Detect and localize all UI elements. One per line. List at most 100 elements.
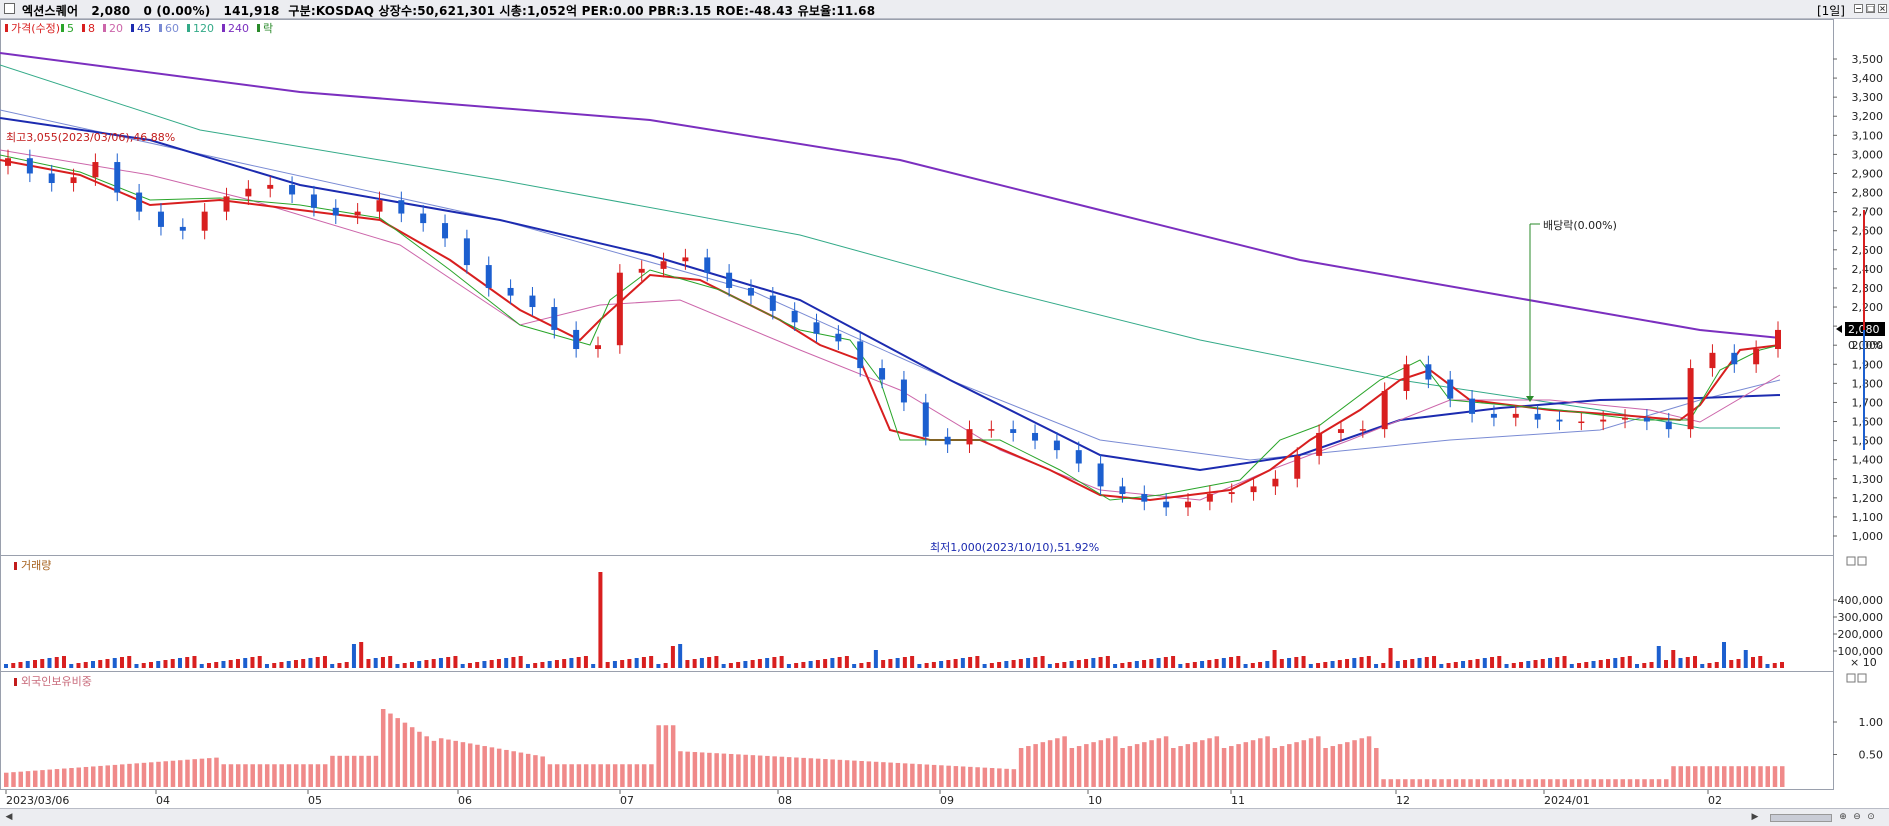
volume-bar [518, 656, 523, 668]
scroll-right-icon[interactable]: ▶ [1751, 812, 1759, 822]
foreign-tick-label: 1.00 [1859, 716, 1884, 729]
foreign-ratio-bar [1780, 766, 1785, 787]
volume-bar [1142, 660, 1147, 668]
close-icon[interactable]: × [1878, 4, 1887, 13]
volume-bar [511, 657, 516, 668]
foreign-ratio-bar [25, 771, 31, 787]
bottom-scrollbar[interactable]: ◀ ▶ ⊕ ⊖ ⊙ [0, 808, 1889, 826]
foreign-ratio-bar [170, 760, 176, 787]
foreign-ratio-bar [206, 758, 212, 787]
candle-body [682, 257, 689, 262]
foreign-ratio-bar [1772, 766, 1778, 787]
volume-bar [1113, 664, 1118, 668]
volume-bar [612, 661, 617, 668]
volume-bar [185, 657, 190, 668]
legend-marker-3 [103, 24, 106, 32]
legend-label-1: 5 [67, 22, 74, 35]
foreign-ratio-bar [1221, 748, 1227, 787]
candle-body [1687, 368, 1694, 430]
volume-bar [264, 664, 269, 668]
foreign-ratio-bar [1707, 766, 1713, 787]
volume-bar [591, 664, 596, 668]
foreign-ratio-bar [1519, 779, 1524, 787]
minimize-icon[interactable]: − [1854, 4, 1863, 13]
volume-bar [1352, 658, 1357, 668]
price-tick-label: 1,100 [1852, 511, 1884, 524]
foreign-ratio-bar [605, 764, 611, 787]
volume-bar [18, 662, 23, 668]
foreign-ratio-bars [4, 709, 1785, 787]
volume-bar [1533, 660, 1538, 668]
volume-bar [989, 663, 994, 668]
volume-bar [1490, 657, 1495, 668]
foreign-ratio-bar [395, 718, 400, 787]
price-tick-label: 2,900 [1852, 167, 1884, 180]
zoom-in-icon[interactable]: ⊕ [1839, 812, 1847, 822]
ma-45-line [0, 117, 1781, 472]
foreign-ratio-bar [1758, 766, 1763, 787]
foreign-ratio-bar [192, 759, 197, 787]
volume-bar [997, 662, 1002, 668]
scroll-thumb[interactable] [1770, 814, 1832, 822]
foreign-ratio-bar [866, 761, 872, 787]
volume-bar [366, 659, 371, 668]
candle-body [1250, 486, 1257, 493]
volume-bar [794, 663, 799, 668]
x-tick-label: 07 [620, 794, 634, 807]
candle-body [1556, 419, 1563, 422]
volume-axis: 100,000 200,000 300,000 400,000 [1833, 594, 1883, 658]
foreign-ratio-bar [1265, 736, 1270, 787]
foreign-ratio-bar [366, 755, 371, 787]
volume-bar [888, 659, 893, 668]
candle-body [507, 287, 514, 296]
period-selector[interactable]: [1일] [1816, 4, 1845, 18]
foreign-ratio-bar [467, 743, 473, 787]
candle-body [1141, 494, 1148, 502]
candle-body [485, 265, 492, 288]
panel-checkbox[interactable] [4, 3, 15, 14]
candle-body [1731, 352, 1738, 365]
foreign-ratio-bar [1700, 766, 1705, 787]
volume-bar [685, 660, 690, 668]
scroll-left-icon[interactable]: ◀ [5, 812, 13, 822]
foreign-ratio-bar [881, 762, 886, 787]
candle-body [1469, 398, 1476, 414]
volume-bar [1120, 663, 1125, 668]
foreign-ratio-bar [699, 752, 705, 787]
volume-bar [931, 662, 936, 668]
foreign-ratio-bar [1091, 742, 1096, 787]
price-tick-label: 2,800 [1852, 187, 1884, 200]
volume-bar [1591, 661, 1596, 668]
candle-body [900, 379, 907, 403]
zoom-out-icon[interactable]: ⊖ [1853, 812, 1861, 822]
volume-bar [852, 664, 857, 668]
stock-market: 구분:KOSDAQ [288, 4, 375, 18]
foreign-ratio-bar [721, 753, 727, 787]
foreign-ratio-bar [1656, 779, 1662, 787]
foreign-ratio-bar [786, 757, 792, 787]
volume-bar [170, 659, 175, 668]
foreign-ratio-bar [917, 764, 922, 787]
volume-bar [554, 660, 559, 668]
foreign-ratio-bar [1207, 738, 1212, 787]
foreign-title-marker [14, 678, 17, 686]
foreign-ratio-bar [1163, 736, 1169, 787]
foreign-ratio-bar [380, 709, 386, 787]
panel-buttons[interactable] [1846, 556, 1867, 683]
maximize-icon[interactable]: □ [1866, 4, 1875, 13]
price-tick-label: 3,300 [1852, 91, 1884, 104]
volume-bar [1337, 660, 1342, 668]
volume-panel-frame [0, 555, 1834, 672]
foreign-ratio-bar [221, 764, 226, 787]
volume-bar [1722, 642, 1727, 668]
volume-bar [1685, 657, 1690, 668]
volume-bar [562, 659, 567, 668]
volume-bar [453, 656, 458, 668]
candle-body [638, 268, 645, 273]
zoom-reset-icon[interactable]: ⊙ [1867, 812, 1875, 822]
volume-bar [489, 660, 494, 668]
volume-bar [1461, 661, 1466, 668]
foreign-ratio-bar [417, 731, 422, 787]
candle-body [463, 238, 470, 266]
